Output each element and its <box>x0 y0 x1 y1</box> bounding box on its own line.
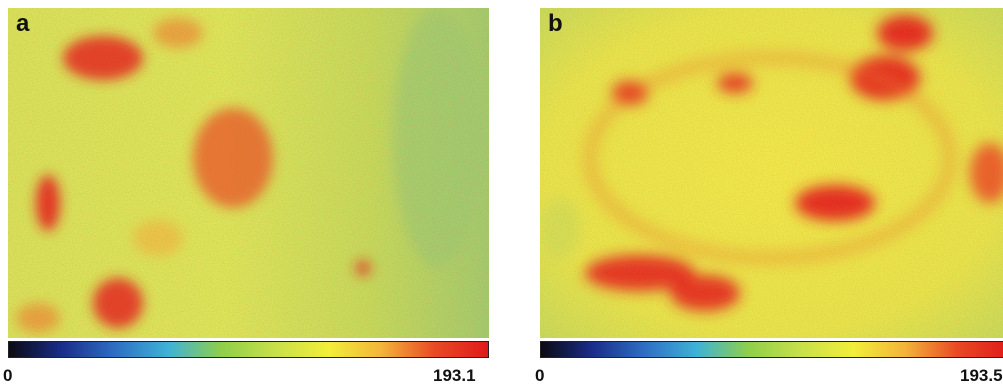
panel-label-a: a <box>16 10 30 37</box>
heatmap-a <box>8 8 489 338</box>
heatmap-b <box>540 8 1003 338</box>
colorbar-min-label-b: 0 <box>535 366 545 385</box>
colorbar-min-label-a: 0 <box>3 366 13 385</box>
colorbar-max-label-b: 193.5 <box>960 366 1003 385</box>
colorbar-max-label-a: 193.1 <box>433 366 476 385</box>
colorbar-a <box>8 341 489 358</box>
panel-b: b 0 193.5 <box>535 0 1003 389</box>
colorbar-b <box>540 341 1003 358</box>
panel-a: a 0 193.1 <box>3 0 491 389</box>
panel-label-b: b <box>548 10 563 37</box>
